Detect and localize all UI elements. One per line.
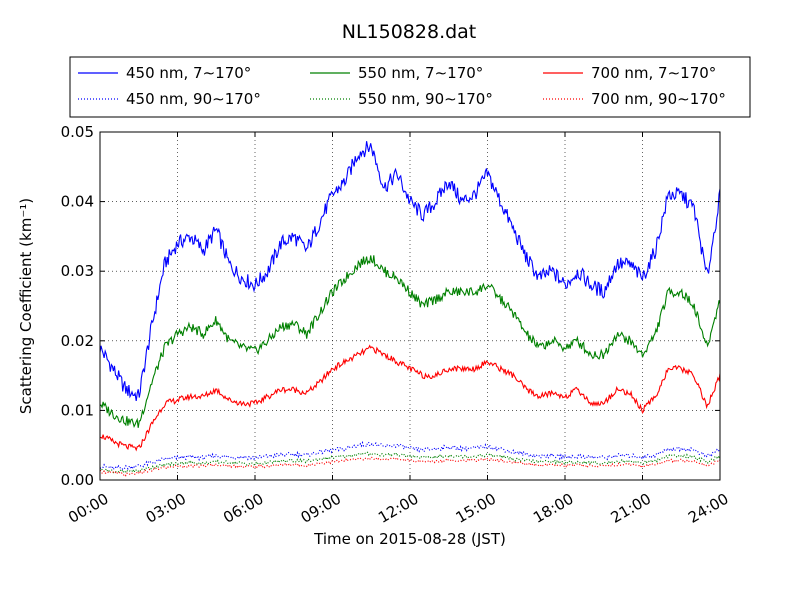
series-line (99, 255, 721, 429)
series-line (99, 141, 721, 401)
legend-frame (69, 56, 751, 118)
y-tick-label: 0.00 (61, 471, 94, 489)
legend-label: 700 nm, 7∼170° (591, 64, 716, 82)
series-line (99, 451, 721, 475)
legend-label: 450 nm, 90∼170° (126, 90, 261, 108)
legend: 450 nm, 7∼170° 450 nm, 90∼170° 550 nm, 7∼1… (69, 56, 751, 118)
series-line (100, 440, 721, 472)
y-tick-label: 0.03 (61, 262, 94, 280)
legend-label: 450 nm, 7∼170° (126, 64, 251, 82)
series-line (99, 456, 721, 477)
x-axis-label: Time on 2015-08-28 (JST) (313, 530, 506, 548)
y-tick-label: 0.02 (61, 332, 94, 350)
legend-label: 700 nm, 90∼170° (591, 90, 726, 108)
ticks (99, 131, 721, 481)
y-tick-labels: 0.00 0.01 0.02 0.03 0.04 0.05 (61, 123, 94, 489)
legend-label: 550 nm, 90∼170° (358, 90, 493, 108)
legend-items: 450 nm, 7∼170° 450 nm, 90∼170° 550 nm, 7∼1… (78, 64, 726, 108)
series-line (100, 344, 721, 452)
legend-label: 550 nm, 7∼170° (358, 64, 483, 82)
grid (100, 132, 720, 480)
y-tick-label: 0.04 (61, 193, 94, 211)
series-layer (99, 141, 721, 477)
y-tick-label: 0.05 (61, 123, 94, 141)
y-axis-label: Scattering Coefficient (km⁻¹) (17, 198, 35, 414)
chart-title: NL150828.dat (342, 21, 477, 43)
y-tick-label: 0.01 (61, 401, 94, 419)
